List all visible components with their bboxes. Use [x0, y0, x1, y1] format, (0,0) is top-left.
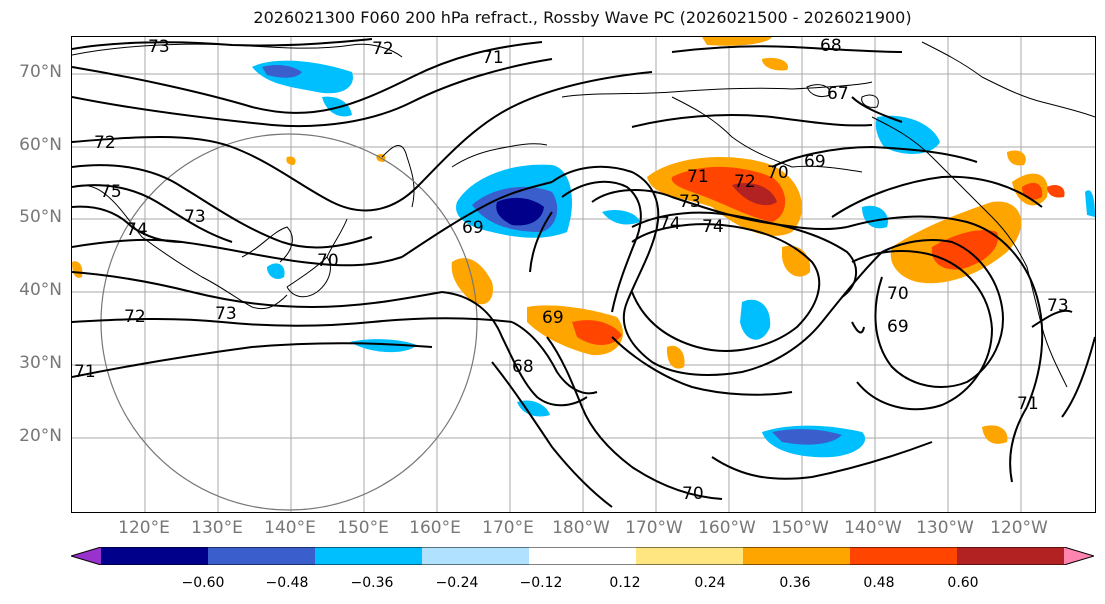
lon-label-170e: 170°E [482, 518, 534, 538]
contour-label: 71 [482, 48, 504, 68]
contour-label: 75 [100, 182, 122, 202]
colorbar-segment [850, 547, 958, 565]
lon-label-140w: 140°W [844, 518, 902, 538]
lat-label-70: 70°N [19, 62, 62, 82]
lon-label-130w: 130°W [916, 518, 974, 538]
contour-label: 70 [767, 163, 789, 183]
contour-label: 73 [1047, 296, 1069, 316]
colorbar-tick-label: 0.48 [863, 575, 895, 591]
lat-label-20: 20°N [19, 426, 62, 446]
contour-label: 72 [734, 172, 756, 192]
lon-label-120w: 120°W [990, 518, 1048, 538]
shaded-regions [72, 37, 1095, 458]
lon-label-140e: 140°E [264, 518, 316, 538]
colorbar-tick-label: 0.12 [609, 575, 641, 591]
contour-label: 72 [372, 39, 394, 59]
contour-label: 73 [184, 207, 206, 227]
contour-label: 69 [462, 218, 484, 238]
colorbar-extend-max [1064, 547, 1094, 565]
contour-label: 68 [512, 357, 534, 377]
contour-label: 67 [827, 84, 849, 104]
contour-label: 69 [887, 317, 909, 337]
contour-label: 74 [702, 217, 724, 237]
lon-label-160e: 160°E [409, 518, 461, 538]
map-title: 2026021300 F060 200 hPa refract., Rossby… [253, 8, 912, 27]
lon-label-120e: 120°E [118, 518, 170, 538]
contour-label: 74 [659, 214, 681, 234]
colorbar-segment [743, 547, 851, 565]
contour-label: 71 [1017, 394, 1039, 414]
contour-label: 70 [682, 484, 704, 504]
colorbar-tick-label: 0.60 [947, 575, 979, 591]
contour-label: 73 [679, 192, 701, 212]
colorbar-tick-label: 0.36 [779, 575, 811, 591]
contour-label: 69 [804, 152, 826, 172]
contour-label: 72 [94, 133, 116, 153]
colorbar-segment [636, 547, 744, 565]
coastlines [72, 41, 1095, 388]
lon-label-130e: 130°E [191, 518, 243, 538]
colorbar-segment [422, 547, 530, 565]
lat-label-30: 30°N [19, 353, 62, 373]
colorbar-tick-label: −0.24 [435, 575, 479, 591]
contour-label: 72 [124, 307, 146, 327]
map-panel: 73 72 71 68 67 72 75 74 73 69 72 71 70 7… [71, 36, 1096, 513]
domain-circle [100, 133, 478, 511]
contour-label: 69 [542, 308, 564, 328]
lon-label-150w: 150°W [771, 518, 829, 538]
colorbar [71, 547, 1094, 565]
contour-label: 74 [126, 220, 148, 240]
lat-label-60: 60°N [19, 135, 62, 155]
colorbar-segment [315, 547, 423, 565]
contour-label: 68 [820, 37, 842, 56]
contours [72, 38, 1095, 508]
contour-label: 73 [215, 304, 237, 324]
contour-label: 73 [148, 37, 170, 57]
colorbar-tick-label: −0.12 [519, 575, 563, 591]
lon-label-150e: 150°E [337, 518, 389, 538]
colorbar-segment [208, 547, 316, 565]
colorbar-segment [529, 547, 637, 565]
lat-label-50: 50°N [19, 207, 62, 227]
contour-labels: 73 72 71 68 67 72 75 74 73 69 72 71 70 7… [74, 37, 1069, 504]
colorbar-extend-min [71, 547, 101, 565]
colorbar-tick-label: −0.60 [181, 575, 225, 591]
contour-label: 70 [887, 284, 909, 304]
lat-label-40: 40°N [19, 280, 62, 300]
colorbar-tick-label: −0.48 [265, 575, 309, 591]
colorbar-tick-label: −0.36 [350, 575, 394, 591]
lon-label-160w: 160°W [698, 518, 756, 538]
colorbar-segment [101, 547, 209, 565]
lon-label-170w: 170°W [625, 518, 683, 538]
lon-label-180w: 180°W [552, 518, 610, 538]
contour-label: 71 [74, 362, 96, 382]
colorbar-segment [957, 547, 1065, 565]
map-canvas: 73 72 71 68 67 72 75 74 73 69 72 71 70 7… [72, 37, 1095, 512]
contour-label: 71 [687, 167, 709, 187]
colorbar-tick-label: 0.24 [694, 575, 726, 591]
contour-label: 70 [317, 251, 339, 271]
